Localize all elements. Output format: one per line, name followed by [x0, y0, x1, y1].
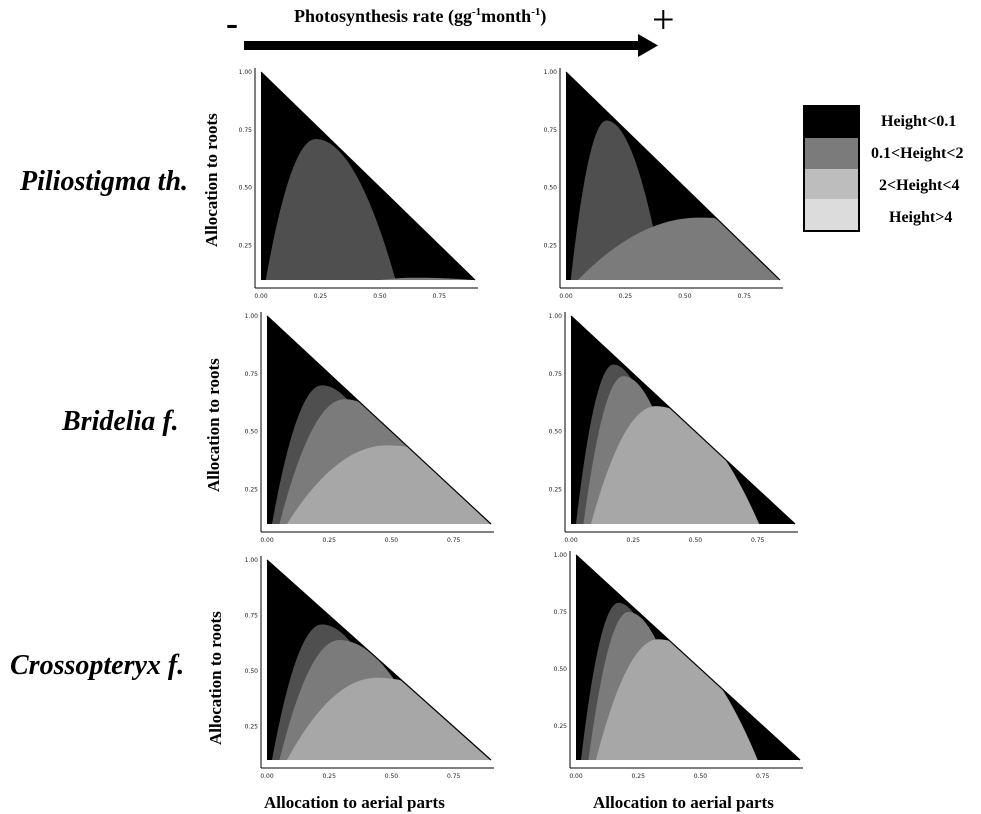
x-tick-label: 0.75 — [447, 537, 461, 544]
hypotenuse-line — [260, 71, 476, 281]
chart-panel-crossopteryx-low: 0.00 0.25 0.50 0.75 1.00 0.75 0.50 0.25 — [245, 556, 494, 780]
y-tick-label: 1.00 — [549, 313, 563, 320]
hypotenuse-line — [575, 554, 801, 761]
hypotenuse-line — [266, 315, 492, 525]
species-label-piliostigma: Piliostigma th. — [20, 166, 189, 197]
title-end: ) — [540, 6, 547, 26]
x-tick-label: 0.50 — [689, 537, 703, 544]
chart-panel-piliostigma-low: 0.00 0.25 0.50 0.75 1.00 0.75 0.50 0.25 — [239, 68, 478, 300]
arrow-icon — [244, 34, 658, 57]
legend-swatch-height-gt-4 — [805, 199, 858, 230]
y-tick-label: 0.25 — [245, 724, 259, 731]
x-tick-label: 0.00 — [559, 293, 573, 300]
y-tick-label: 0.75 — [544, 127, 558, 134]
region-height-4 — [595, 639, 800, 760]
y-tick-label: 0.75 — [549, 371, 563, 378]
y-tick-label: 1.00 — [544, 69, 558, 76]
x-tick-label: 0.25 — [619, 293, 633, 300]
y-tick-label: 1.00 — [239, 69, 253, 76]
y-axis-label-row1: Allocation to roots — [202, 113, 221, 247]
y-tick-label: 0.75 — [245, 613, 259, 620]
y-tick-label: 0.50 — [544, 185, 558, 192]
title-sup-1: -1 — [472, 6, 482, 18]
legend: Height<0.1 0.1<Height<2 2<Height<4 Heigh… — [803, 105, 981, 233]
x-tick-label: 0.50 — [385, 537, 399, 544]
y-tick-label: 0.50 — [554, 666, 568, 673]
y-tick-label: 0.25 — [245, 486, 259, 493]
x-tick-label: 0.25 — [323, 773, 337, 780]
x-tick-label: 0.75 — [756, 773, 770, 780]
region-0-1-height-2 — [265, 139, 475, 280]
legend-label-height-2-to-4: 2<Height<4 — [879, 177, 960, 194]
y-axis-label-row2: Allocation to roots — [204, 358, 223, 492]
x-tick-label: 0.50 — [373, 293, 387, 300]
title-sup-2: -1 — [531, 6, 541, 18]
region-height-4 — [286, 677, 493, 762]
y-tick-label: 0.50 — [245, 668, 259, 675]
chart-panel-piliostigma-high: 0.00 0.25 0.50 0.75 1.00 0.75 0.50 0.25 — [544, 68, 783, 300]
x-axis-label-left: Allocation to aerial parts — [264, 793, 445, 812]
x-tick-label: 0.75 — [738, 293, 752, 300]
legend-swatch-height-0-1-to-2 — [805, 137, 858, 169]
y-tick-label: 0.75 — [239, 127, 253, 134]
minus-sign: - — [226, 3, 238, 43]
title-mid: month — [481, 6, 532, 26]
y-tick-label: 0.25 — [549, 486, 563, 493]
y-tick-label: 1.00 — [245, 557, 259, 564]
legend-label-height-0-1-to-2: 0.1<Height<2 — [871, 145, 964, 162]
species-label-crossopteryx: Crossopteryx f. — [10, 650, 185, 681]
x-tick-label: 0.00 — [260, 773, 274, 780]
species-label-bridelia: Bridelia f. — [62, 406, 179, 437]
x-tick-label: 0.25 — [314, 293, 328, 300]
region-2-height-4 — [379, 277, 475, 280]
x-tick-label: 0.75 — [433, 293, 447, 300]
y-tick-label: 0.75 — [245, 371, 259, 378]
y-tick-label: 0.50 — [245, 429, 259, 436]
x-tick-label: 0.00 — [564, 537, 578, 544]
y-tick-label: 1.00 — [554, 552, 568, 559]
hypotenuse-line — [565, 71, 781, 281]
plus-sign: + — [652, 0, 675, 42]
y-tick-label: 0.50 — [549, 429, 563, 436]
x-axis-label-right: Allocation to aerial parts — [593, 793, 774, 812]
y-tick-label: 0.75 — [554, 609, 568, 616]
x-tick-label: 0.75 — [447, 773, 461, 780]
region-height-4 — [286, 445, 494, 527]
title-main: Photosynthesis rate (gg — [294, 6, 472, 26]
region-2-height-4 — [577, 217, 783, 283]
legend-label-height-gt-4: Height>4 — [889, 209, 953, 226]
x-tick-label: 0.25 — [627, 537, 641, 544]
legend-swatch-height-2-to-4 — [805, 168, 858, 200]
legend-swatch-height-lt-0-1 — [805, 107, 858, 138]
y-tick-label: 0.25 — [544, 242, 558, 249]
region-height-4 — [590, 406, 795, 524]
x-tick-label: 0.00 — [569, 773, 583, 780]
chart-panel-bridelia-low: 0.00 0.25 0.50 0.75 1.00 0.75 0.50 0.25 — [245, 312, 494, 544]
chart-panel-crossopteryx-high: 0.00 0.25 0.50 0.75 1.00 0.75 0.50 0.25 — [554, 551, 803, 780]
y-tick-label: 1.00 — [245, 313, 259, 320]
chart-panel-bridelia-high: 0.00 0.25 0.50 0.75 1.00 0.75 0.50 0.25 — [549, 312, 798, 544]
x-tick-label: 0.50 — [694, 773, 708, 780]
y-tick-label: 0.25 — [554, 723, 568, 730]
x-tick-label: 0.25 — [323, 537, 337, 544]
x-tick-label: 0.00 — [254, 293, 268, 300]
x-tick-label: 0.50 — [385, 773, 399, 780]
legend-swatch-box — [803, 105, 860, 232]
x-tick-label: 0.25 — [632, 773, 646, 780]
hypotenuse-line — [570, 315, 796, 525]
y-tick-label: 0.50 — [239, 185, 253, 192]
y-axis-label-row3: Allocation to roots — [206, 611, 225, 745]
x-tick-label: 0.50 — [678, 293, 692, 300]
y-tick-label: 0.25 — [239, 242, 253, 249]
region-0-1-height-2 — [570, 120, 780, 280]
hypotenuse-line — [266, 559, 492, 761]
legend-label-height-lt-0-1: Height<0.1 — [881, 113, 957, 130]
x-tick-label: 0.00 — [260, 537, 274, 544]
x-tick-label: 0.75 — [751, 537, 765, 544]
photosynthesis-axis-title: Photosynthesis rate (gg-1month-1) — [294, 6, 546, 27]
